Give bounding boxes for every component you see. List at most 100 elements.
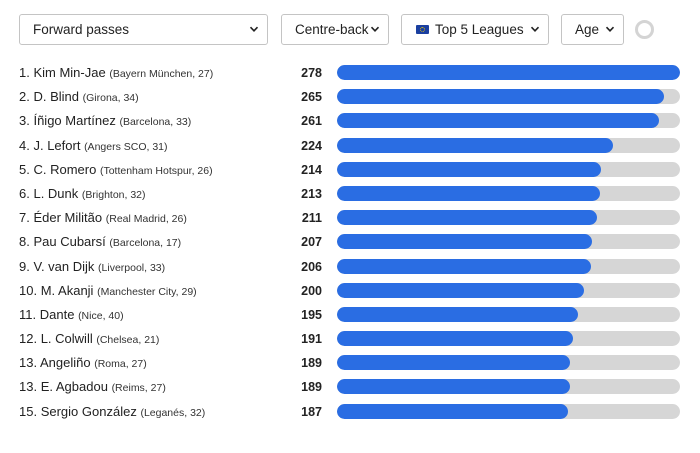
player-rank: 3. — [19, 113, 30, 129]
bar — [337, 355, 571, 371]
player-rank: 9. — [19, 258, 30, 274]
player-club-age: (Barcelona, 17) — [109, 237, 182, 250]
table-row[interactable]: 8. Pau Cubarsí (Barcelona, 17) 207 — [0, 230, 700, 254]
player-rank: 11. — [19, 306, 37, 322]
chevron-down-icon — [249, 24, 259, 34]
player-rank: 8. — [19, 234, 30, 250]
player-club-age: (Brighton, 32) — [81, 188, 146, 201]
player-rank: 7. — [19, 210, 30, 226]
table-row[interactable]: 13. Angeliño (Roma, 27) 189 — [0, 351, 700, 375]
player-label: 12. L. Colwill (Chelsea, 21) — [19, 331, 159, 346]
data-label: 189 — [301, 380, 322, 395]
player-club-age: (Chelsea, 21) — [96, 334, 160, 347]
table-row[interactable]: 3. Íñigo Martínez (Barcelona, 33) 261 — [0, 109, 700, 133]
player-label: 6. L. Dunk (Brighton, 32) — [19, 186, 146, 201]
table-row[interactable]: 4. J. Lefort (Angers SCO, 31) 224 — [0, 134, 700, 158]
player-club-age: (Girona, 34) — [82, 92, 139, 105]
player-label: 8. Pau Cubarsí (Barcelona, 17) — [19, 234, 181, 249]
data-label: 214 — [301, 162, 322, 177]
player-club-age: (Tottenham Hotspur, 26) — [99, 164, 213, 177]
player-name: L. Dunk — [33, 185, 79, 201]
player-label: 2. D. Blind (Girona, 34) — [19, 89, 139, 104]
bar — [337, 258, 592, 274]
table-row[interactable]: 12. L. Colwill (Chelsea, 21) 191 — [0, 327, 700, 351]
player-rank: 1. — [19, 65, 30, 80]
player-label: 1. Kim Min-Jae (Bayern München, 27) — [19, 65, 213, 80]
bar — [337, 403, 568, 419]
age-select[interactable]: Age — [561, 14, 624, 45]
player-label: 13. Angeliño (Roma, 27) — [19, 355, 147, 370]
bar-track — [337, 161, 680, 177]
player-name: D. Blind — [33, 89, 79, 105]
bar-track — [337, 137, 680, 153]
bar-track — [337, 379, 680, 395]
player-club-age: (Reims, 27) — [111, 382, 166, 395]
data-label: 278 — [301, 66, 322, 80]
age-select-value: Age — [575, 22, 600, 37]
chevron-down-icon — [605, 24, 615, 34]
player-name: Dante — [39, 306, 75, 322]
table-row[interactable]: 1. Kim Min-Jae (Bayern München, 27) 278 — [0, 61, 700, 85]
player-label: 5. C. Romero (Tottenham Hotspur, 26) — [19, 162, 213, 177]
player-rank: 13. — [19, 355, 38, 371]
bar-track — [337, 331, 680, 347]
data-label: 207 — [301, 235, 322, 250]
player-rank: 2. — [19, 89, 30, 105]
bar-track — [337, 306, 680, 322]
bar-track — [337, 210, 680, 226]
player-label: 13. E. Agbadou (Reims, 27) — [19, 379, 166, 394]
table-row[interactable]: 9. V. van Dijk (Liverpool, 33) 206 — [0, 255, 700, 279]
table-row[interactable]: 15. Sergio González (Leganés, 32) 187 — [0, 400, 700, 424]
filter-bar: Forward passes Centre-back Top 5 Leagues… — [19, 14, 654, 45]
table-row[interactable]: 5. C. Romero (Tottenham Hotspur, 26) 214 — [0, 158, 700, 182]
player-label: 4. J. Lefort (Angers SCO, 31) — [19, 138, 168, 153]
bar — [337, 185, 600, 201]
bar — [337, 65, 680, 80]
bar-track — [337, 185, 680, 201]
table-row[interactable]: 6. L. Dunk (Brighton, 32) 213 — [0, 182, 700, 206]
bar — [337, 113, 660, 129]
league-select[interactable]: Top 5 Leagues — [401, 14, 549, 45]
bar — [337, 137, 614, 153]
table-row[interactable]: 11. Dante (Nice, 40) 195 — [0, 303, 700, 327]
player-club-age: (Nice, 40) — [78, 309, 124, 322]
bar-track — [337, 355, 680, 371]
table-row[interactable]: 7. Éder Militão (Real Madrid, 26) 211 — [0, 206, 700, 230]
bar — [337, 161, 602, 177]
bar-track — [337, 65, 680, 80]
player-club-age: (Liverpool, 33) — [98, 261, 166, 274]
data-label: 261 — [301, 114, 322, 129]
data-label: 195 — [301, 307, 322, 322]
player-club-age: (Roma, 27) — [94, 358, 147, 371]
player-label: 9. V. van Dijk (Liverpool, 33) — [19, 259, 165, 274]
player-club-age: (Angers SCO, 31) — [84, 140, 168, 153]
data-label: 211 — [301, 211, 322, 226]
player-name: E. Agbadou — [40, 379, 108, 395]
loading-spinner-icon — [635, 20, 654, 39]
data-label: 189 — [301, 356, 322, 371]
metric-select[interactable]: Forward passes — [19, 14, 268, 45]
bar — [337, 234, 593, 250]
bar — [337, 306, 578, 322]
player-label: 15. Sergio González (Leganés, 32) — [19, 404, 205, 419]
table-row[interactable]: 2. D. Blind (Girona, 34) 265 — [0, 85, 700, 109]
bar-track — [337, 403, 680, 419]
player-name: Angeliño — [39, 355, 91, 371]
position-select[interactable]: Centre-back — [281, 14, 389, 45]
player-name: Íñigo Martínez — [33, 113, 116, 129]
bar — [337, 210, 598, 226]
player-name: V. van Dijk — [33, 258, 95, 274]
chevron-down-icon — [370, 24, 380, 34]
data-label: 213 — [301, 186, 322, 201]
table-row[interactable]: 13. E. Agbadou (Reims, 27) 189 — [0, 375, 700, 399]
bar-track — [337, 234, 680, 250]
bar-track — [337, 258, 680, 274]
bar — [337, 282, 584, 298]
data-label: 224 — [301, 138, 322, 153]
table-row[interactable]: 10. M. Akanji (Manchester City, 29) 200 — [0, 279, 700, 303]
player-label: 3. Íñigo Martínez (Barcelona, 33) — [19, 113, 191, 128]
player-rank: 10. — [19, 282, 38, 298]
bar-track — [337, 89, 680, 105]
position-select-value: Centre-back — [295, 22, 369, 37]
bar — [337, 331, 573, 347]
